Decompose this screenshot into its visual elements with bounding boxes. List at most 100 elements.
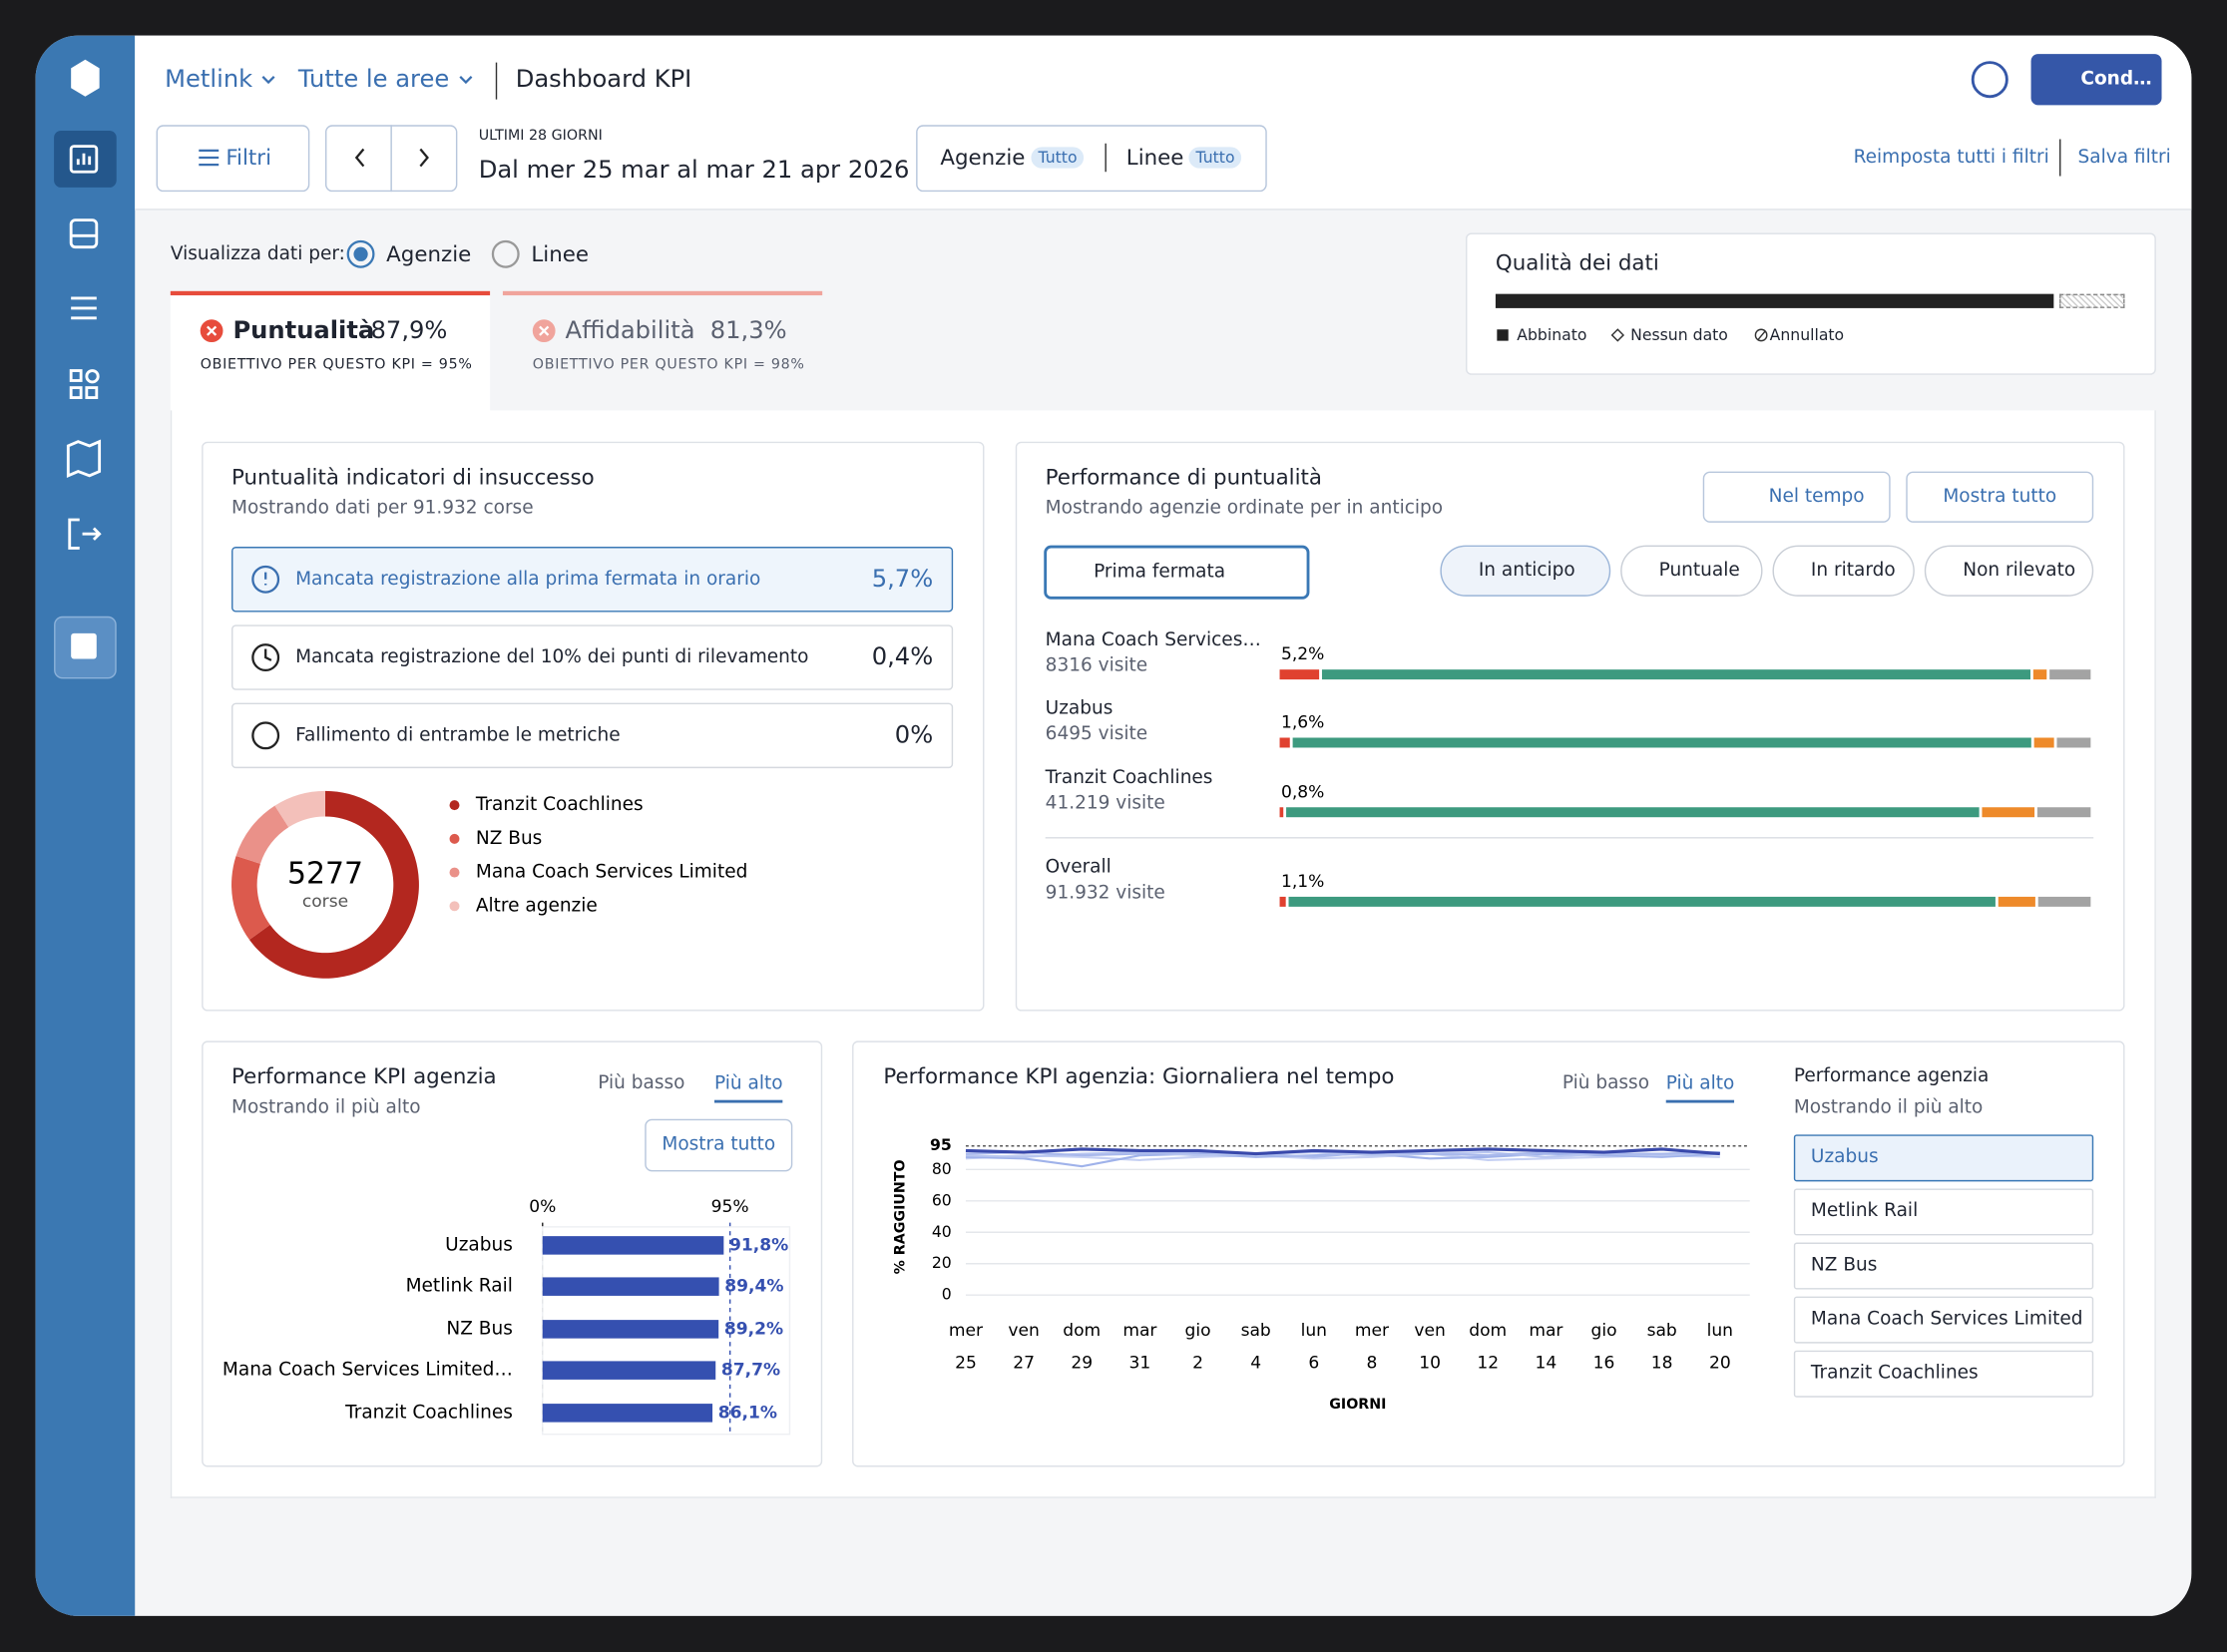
legend-label: Metlink Rail: [1810, 1200, 1919, 1222]
card-title: Qualità dei dati: [1495, 249, 1659, 276]
category-note: 91.932 visite: [1045, 882, 1165, 905]
legend-pill[interactable]: [1440, 545, 1611, 597]
failure-row[interactable]: [231, 624, 954, 690]
quality-bar: [2059, 293, 2125, 308]
legend-dot: [449, 833, 460, 844]
x-tick-weekday: gio: [1591, 1321, 1617, 1341]
value-label: 89,4%: [724, 1277, 783, 1297]
filters-button[interactable]: [156, 125, 310, 193]
value-label: 89,2%: [724, 1319, 783, 1339]
category-label: Tranzit Coachlines: [344, 1402, 513, 1423]
panel-title: Performance KPI agenzia: Giornaliera nel…: [883, 1063, 1395, 1089]
category-note: 6495 visite: [1045, 723, 1148, 745]
bar-segment: [2032, 669, 2047, 680]
radio-label[interactable]: Linee: [531, 240, 590, 267]
dropdown[interactable]: [1044, 545, 1310, 600]
button[interactable]: [1702, 471, 1891, 523]
button-label: Mostra tutto: [662, 1133, 776, 1155]
x-tick-day: 4: [1250, 1354, 1261, 1374]
bar-segment: [1279, 737, 1290, 748]
legend-pill[interactable]: [1924, 545, 2094, 597]
bar-segment: [2056, 737, 2091, 748]
x-tick-weekday: sab: [1647, 1321, 1677, 1341]
x-tick-label: 95%: [711, 1197, 749, 1217]
share-button[interactable]: [2030, 54, 2162, 106]
category-label: Metlink Rail: [406, 1276, 513, 1297]
x-tick-weekday: dom: [1469, 1321, 1507, 1341]
x-tick-weekday: ven: [1414, 1321, 1445, 1341]
x-tick-day: 29: [1071, 1354, 1093, 1374]
toggle-active[interactable]: Più alto: [1665, 1073, 1735, 1103]
donut-caption: corse: [302, 892, 348, 912]
radio-label[interactable]: Agenzie: [386, 240, 472, 267]
legend-label: Puntuale: [1658, 560, 1740, 582]
panel-subtitle: Mostrando agenzie ordinate per in antici…: [1045, 497, 1444, 520]
button[interactable]: [1906, 471, 2094, 523]
failure-row[interactable]: [231, 702, 954, 769]
row-value: 5,7%: [871, 565, 934, 595]
filters-label: Filtri: [225, 145, 272, 171]
bar: [542, 1236, 724, 1255]
donut-slice: [231, 855, 270, 941]
area-menu[interactable]: Tutte le aree: [297, 65, 450, 94]
x-tick-day: 16: [1593, 1354, 1615, 1374]
button-label: Nel tempo: [1768, 486, 1865, 508]
kpi-tab[interactable]: [502, 290, 823, 411]
panel-subtitle: Mostrando il più alto: [231, 1096, 421, 1118]
chip-value: Tutto: [1188, 147, 1242, 169]
legend-label: NZ Bus: [1810, 1254, 1878, 1276]
category-label: Mana Coach Services Limited…: [223, 1360, 513, 1381]
date-range[interactable]: Dal mer 25 mar al mar 21 apr 2026: [478, 156, 910, 186]
prev-button[interactable]: [324, 125, 392, 193]
value-label: 1,1%: [1281, 872, 1324, 892]
x-tick-day: 18: [1651, 1354, 1673, 1374]
save-link[interactable]: Salva filtri: [2077, 147, 2171, 169]
button-label: Mostra tutto: [1943, 486, 2057, 508]
bar-segment: [1292, 737, 2031, 748]
kpi-target: OBIETTIVO PER QUESTO KPI = 98%: [532, 357, 805, 373]
bar-segment: [1279, 807, 1284, 818]
legend-subtitle: Mostrando il più alto: [1793, 1096, 1984, 1118]
legend-item[interactable]: [1793, 1134, 2094, 1182]
legend-pill[interactable]: [1772, 545, 1915, 597]
kpi-value: 87,9%: [370, 316, 448, 345]
legend-item[interactable]: [1793, 1296, 2094, 1344]
y-tick-label: 0: [942, 1285, 952, 1304]
button[interactable]: [645, 1118, 793, 1172]
bar: [542, 1361, 716, 1380]
bar-segment: [2037, 896, 2091, 907]
next-button[interactable]: [390, 125, 458, 193]
line-series: [965, 1152, 1720, 1161]
x-tick-weekday: ven: [1008, 1321, 1039, 1341]
reset-link[interactable]: Reimposta tutti i filtri: [1853, 147, 2049, 169]
panel: [202, 441, 985, 1012]
line-series: [965, 1150, 1720, 1158]
legend-item[interactable]: [1793, 1188, 2094, 1236]
kpi-tab[interactable]: [170, 290, 491, 414]
category-label: Tranzit Coachlines: [1045, 767, 1213, 789]
legend-label: Tranzit Coachlines: [475, 794, 644, 815]
chip-label: Linee: [1125, 145, 1184, 171]
x-tick-weekday: lun: [1301, 1321, 1327, 1341]
toggle-active[interactable]: Più alto: [714, 1073, 783, 1103]
dropdown-label: Prima fermata: [1094, 561, 1226, 584]
legend-label: In ritardo: [1810, 560, 1896, 582]
legend-item[interactable]: [1793, 1242, 2094, 1290]
legend-dot: [449, 867, 460, 878]
legend-pill[interactable]: [1620, 545, 1763, 597]
x-tick-weekday: mer: [1355, 1321, 1390, 1341]
row-label: Mancata registrazione del 10% dei punti …: [295, 646, 809, 668]
x-tick-day: 25: [955, 1354, 977, 1374]
legend-item: Annullato: [1769, 325, 1845, 345]
legend-item[interactable]: [1793, 1350, 2094, 1398]
failure-row[interactable]: [231, 547, 954, 613]
separator: [2059, 139, 2061, 177]
x-tick-day: 10: [1419, 1354, 1441, 1374]
x-tick-day: 6: [1308, 1354, 1319, 1374]
toggle[interactable]: Più basso: [1561, 1072, 1650, 1094]
toggle[interactable]: Più basso: [598, 1072, 685, 1094]
org-menu[interactable]: Metlink: [165, 65, 253, 94]
legend-dot: [449, 800, 460, 811]
panel-subtitle: Mostrando dati per 91.932 corse: [231, 497, 534, 520]
kpi-value: 81,3%: [709, 316, 787, 345]
